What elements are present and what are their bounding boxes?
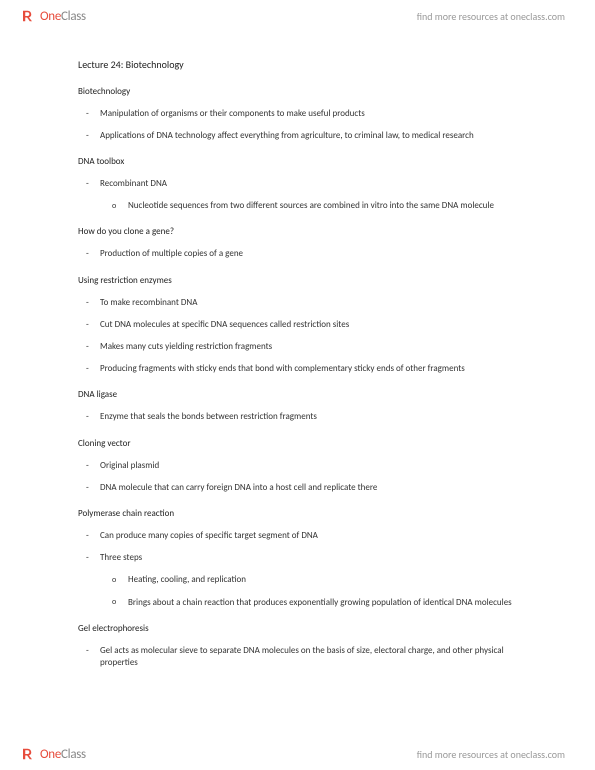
bullet-list: Enzyme that seals the bonds between rest… — [78, 411, 517, 423]
bullet-list: Recombinant DNANucleotide sequences from… — [78, 178, 517, 212]
bullet-item: To make recombinant DNA — [100, 297, 517, 309]
bullet-item: Recombinant DNANucleotide sequences from… — [100, 178, 517, 212]
section-heading: Using restriction enzymes — [78, 275, 517, 287]
brand-text: OneClass — [40, 747, 86, 762]
bullet-item: Makes many cuts yielding restriction fra… — [100, 341, 517, 353]
section-heading: Cloning vector — [78, 438, 517, 450]
brand-logo-footer: OneClass — [20, 745, 86, 763]
section-heading: Polymerase chain reaction — [78, 508, 517, 520]
bullet-item: Applications of DNA technology affect ev… — [100, 130, 517, 142]
bullet-list: To make recombinant DNA Cut DNA molecules… — [78, 297, 517, 376]
section-heading: DNA ligase — [78, 389, 517, 401]
bullet-item: DNA molecule that can carry foreign DNA … — [100, 482, 517, 494]
bullet-item: Three stepsHeating, cooling, and replica… — [100, 552, 517, 608]
logo-icon — [20, 745, 38, 763]
brand-logo: OneClass — [20, 7, 86, 25]
page-header: OneClass find more resources at oneclass… — [0, 0, 595, 32]
bullet-item: Manipulation of organisms or their compo… — [100, 108, 517, 120]
sub-bullet-item: Nucleotide sequences from two different … — [128, 200, 517, 212]
sub-bullet-item: Brings about a chain reaction that produ… — [128, 597, 517, 609]
section-heading: DNA toolbox — [78, 156, 517, 168]
footer-tagline: find more resources at oneclass.com — [417, 748, 565, 761]
header-tagline: find more resources at oneclass.com — [417, 10, 565, 23]
bullet-list: Production of multiple copies of a gene — [78, 248, 517, 260]
bullet-item: Producing fragments with sticky ends tha… — [100, 363, 517, 375]
bullet-item: Can produce many copies of specific targ… — [100, 530, 517, 542]
sub-bullet-item: Heating, cooling, and replication — [128, 574, 517, 586]
section-heading: Gel electrophoresis — [78, 623, 517, 635]
section-heading: How do you clone a gene? — [78, 226, 517, 238]
bullet-list: Manipulation of organisms or their compo… — [78, 108, 517, 142]
sub-bullet-list: Heating, cooling, and replication Brings … — [100, 574, 517, 608]
document-body: Lecture 24: Biotechnology Biotechnology M… — [78, 58, 517, 679]
bullet-list: Gel acts as molecular sieve to separate … — [78, 645, 517, 669]
section-heading: Biotechnology — [78, 86, 517, 98]
bullet-item: Original plasmid — [100, 460, 517, 472]
page-footer: OneClass find more resources at oneclass… — [0, 738, 595, 770]
bullet-item: Gel acts as molecular sieve to separate … — [100, 645, 517, 669]
brand-text: OneClass — [40, 9, 86, 24]
lecture-title: Lecture 24: Biotechnology — [78, 58, 517, 72]
bullet-item: Production of multiple copies of a gene — [100, 248, 517, 260]
bullet-list: Can produce many copies of specific targ… — [78, 530, 517, 609]
bullet-list: Original plasmid DNA molecule that can ca… — [78, 460, 517, 494]
bullet-item: Enzyme that seals the bonds between rest… — [100, 411, 517, 423]
sub-bullet-list: Nucleotide sequences from two different … — [100, 200, 517, 212]
logo-icon — [20, 7, 38, 25]
bullet-item: Cut DNA molecules at specific DNA sequen… — [100, 319, 517, 331]
